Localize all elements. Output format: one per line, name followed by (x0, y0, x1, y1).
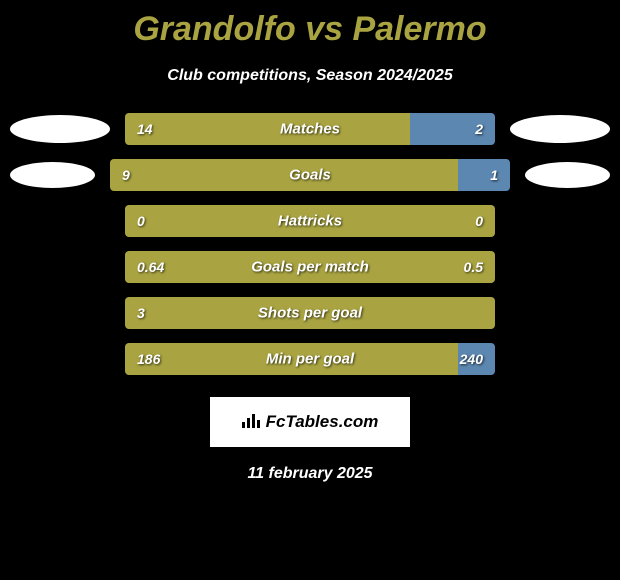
stat-value-right: 1 (490, 167, 498, 183)
stat-row: 14 2 Matches (10, 113, 610, 145)
stat-bar-right: 240 (458, 343, 495, 375)
player-avatar-right (510, 115, 610, 143)
stat-value-left: 0.64 (137, 259, 164, 275)
stat-value-right: 0 (475, 213, 483, 229)
stat-bar-left: 9 (110, 159, 458, 191)
player-avatar-left (10, 115, 110, 143)
stat-bar: 00Hattricks (125, 205, 495, 237)
chart-area: 142Matches91Goals00Hattricks0.640.5Goals… (0, 113, 620, 375)
stat-row: 186 240 Min per goal (10, 343, 610, 375)
stat-value-right: 0.5 (464, 259, 483, 275)
stat-label: Goals per match (251, 259, 369, 276)
stat-row: 0.64 0.5 Goals per match (10, 251, 610, 283)
stat-bar-right: 1 (458, 159, 510, 191)
stat-label: Shots per goal (258, 305, 362, 322)
stat-value-left: 9 (122, 167, 130, 183)
stat-bar-right: 0.5 (483, 251, 495, 283)
stat-value-left: 0 (137, 213, 145, 229)
date-label: 11 february 2025 (0, 465, 620, 483)
stat-bar: 3 Shots per goal (125, 297, 495, 329)
stat-value-right: 240 (460, 351, 483, 367)
stat-value-left: 186 (137, 351, 160, 367)
stat-bar: 186 240 Min per goal (125, 343, 495, 375)
logo-box[interactable]: FcTables.com (210, 397, 410, 447)
stat-bar: 14 2 Matches (125, 113, 495, 145)
stat-row: 00Hattricks (10, 205, 610, 237)
stat-value-right: 2 (475, 121, 483, 137)
stat-value-left: 14 (137, 121, 153, 137)
page-title: Grandolfo vs Palermo (0, 0, 620, 49)
stat-row: 9 1 Goals (10, 159, 610, 191)
logo-text: FcTables.com (266, 412, 379, 432)
stat-bar-right: 0 (483, 205, 495, 237)
page-subtitle: Club competitions, Season 2024/2025 (0, 67, 620, 85)
stat-bar: 0.64 0.5 Goals per match (125, 251, 495, 283)
stat-bar-left: 14 (125, 113, 410, 145)
stat-bar: 9 1 Goals (110, 159, 510, 191)
player-avatar-right (525, 162, 610, 188)
player-avatar-left (10, 162, 95, 188)
stat-bar-right (483, 297, 495, 329)
stat-row: 3 Shots per goal (10, 297, 610, 329)
stat-value-left: 3 (137, 305, 145, 321)
stat-bar-right: 2 (410, 113, 495, 145)
stat-label: Goals (289, 167, 331, 184)
stat-label: Matches (280, 121, 340, 138)
chart-icon (242, 412, 262, 433)
stat-label: Min per goal (266, 351, 354, 368)
stat-label: Hattricks (278, 213, 342, 230)
